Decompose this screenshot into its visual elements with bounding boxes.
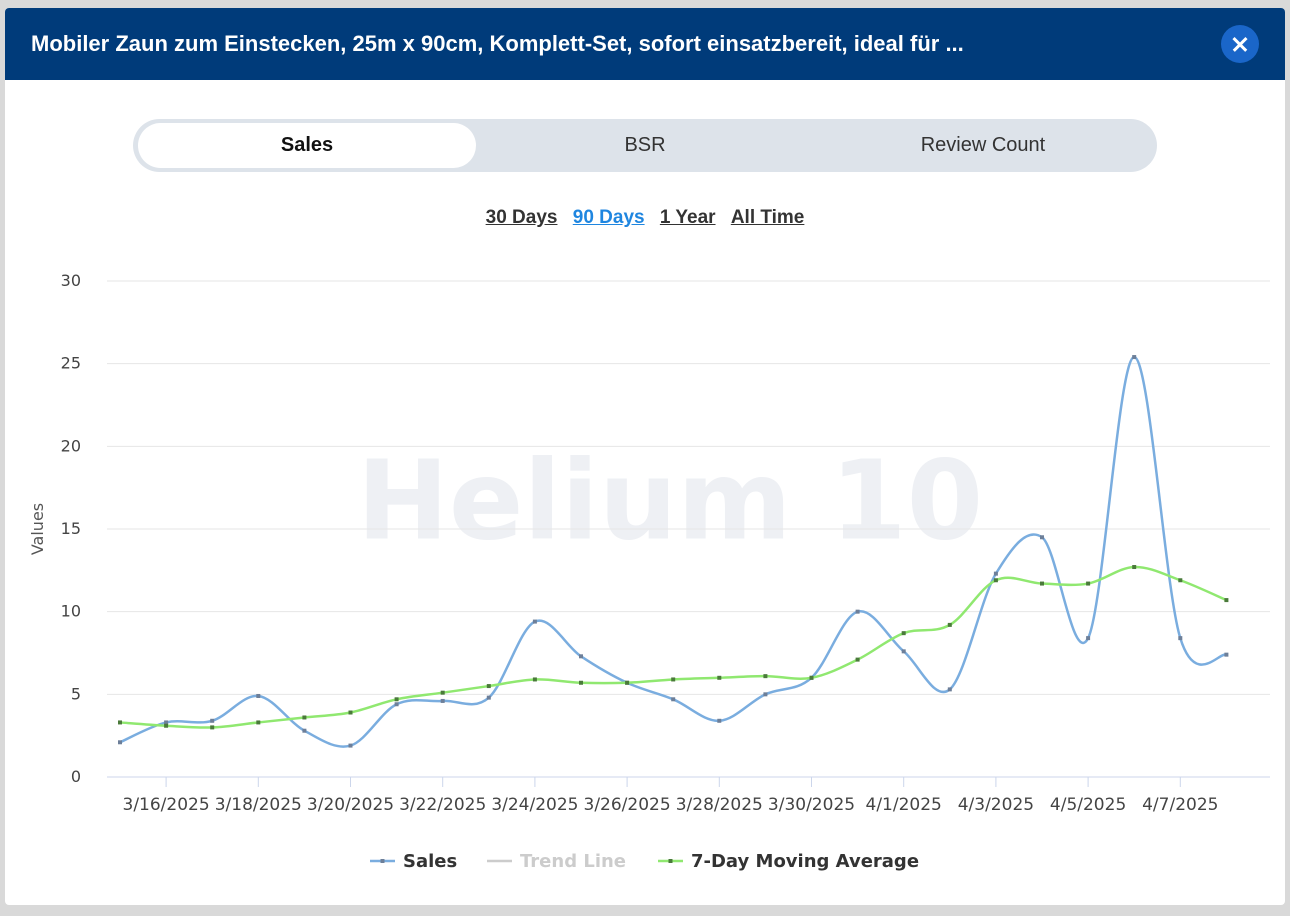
- x-tick-label: 4/7/2025: [1142, 795, 1218, 815]
- legend-marker: [380, 859, 385, 863]
- legend-label: 7-Day Moving Average: [691, 851, 919, 872]
- y-tick-label: 15: [61, 519, 81, 538]
- x-tick-label: 3/24/2025: [491, 795, 578, 815]
- watermark: Helium 10: [357, 436, 983, 564]
- x-tick-label: 4/5/2025: [1050, 795, 1126, 815]
- point-marker: [1132, 565, 1137, 570]
- tab[interactable]: BSR: [624, 134, 666, 156]
- legend-item[interactable]: 7-Day Moving Average: [658, 851, 919, 872]
- x-tick-label: 3/20/2025: [307, 795, 394, 815]
- x-tick-label: 3/16/2025: [123, 795, 210, 815]
- range-link[interactable]: 30 Days: [485, 207, 558, 228]
- point-marker: [579, 680, 583, 685]
- point-marker: [1178, 636, 1183, 641]
- y-axis-label: Values: [28, 503, 47, 555]
- point-marker: [901, 631, 906, 636]
- tab[interactable]: Review Count: [920, 134, 1046, 156]
- point-marker: [532, 677, 537, 682]
- point-marker: [394, 697, 399, 702]
- y-tick-label: 25: [61, 354, 81, 373]
- legend-item[interactable]: Trend Line: [487, 851, 626, 872]
- x-tick-label: 3/28/2025: [676, 795, 763, 815]
- point-marker: [486, 695, 491, 700]
- point-marker: [164, 720, 169, 725]
- point-marker: [118, 740, 122, 745]
- close-button[interactable]: [1221, 25, 1259, 63]
- modal-title: Mobiler Zaun zum Einstecken, 25m x 90cm,…: [31, 31, 964, 56]
- point-marker: [302, 728, 307, 733]
- point-marker: [671, 697, 676, 702]
- point-marker: [625, 680, 630, 685]
- point-marker: [118, 720, 122, 725]
- point-marker: [256, 693, 261, 698]
- y-tick-label: 10: [61, 602, 81, 621]
- range-link[interactable]: 1 Year: [659, 207, 716, 228]
- legend-item[interactable]: Sales: [370, 851, 457, 872]
- point-marker: [1086, 581, 1091, 586]
- x-tick-label: 3/22/2025: [399, 795, 486, 815]
- legend-label: Trend Line: [520, 851, 626, 872]
- x-tick-label: 3/30/2025: [768, 795, 855, 815]
- point-marker: [717, 675, 722, 680]
- series-line: [119, 355, 1227, 748]
- series-line: [119, 565, 1227, 729]
- point-marker: [579, 654, 583, 659]
- legend-label: Sales: [403, 851, 457, 872]
- point-marker: [947, 687, 952, 692]
- point-marker: [1040, 581, 1044, 586]
- point-marker: [394, 702, 399, 707]
- point-marker: [256, 720, 261, 725]
- point-marker: [1224, 652, 1229, 657]
- point-marker: [993, 578, 998, 583]
- point-marker: [348, 743, 353, 748]
- point-marker: [1040, 535, 1044, 540]
- point-marker: [440, 698, 445, 703]
- range-links: 30 Days 90 Days 1 Year All Time: [5, 207, 1285, 229]
- range-link[interactable]: 90 Days: [572, 207, 645, 228]
- point-marker: [164, 723, 169, 728]
- legend-marker: [668, 859, 673, 863]
- point-marker: [1178, 578, 1183, 583]
- x-tick-label: 3/26/2025: [584, 795, 671, 815]
- point-marker: [348, 710, 353, 715]
- point-marker: [1086, 636, 1091, 641]
- point-marker: [855, 609, 860, 614]
- tab-bar: Sales BSR Review Count: [133, 119, 1157, 172]
- modal: Mobiler Zaun zum Einstecken, 25m x 90cm,…: [5, 8, 1285, 905]
- point-marker: [901, 649, 906, 654]
- modal-header: Mobiler Zaun zum Einstecken, 25m x 90cm,…: [5, 8, 1285, 80]
- x-tick-label: 3/18/2025: [215, 795, 302, 815]
- point-marker: [210, 718, 215, 723]
- range-link[interactable]: All Time: [730, 207, 805, 228]
- point-marker: [1224, 598, 1229, 603]
- y-tick-label: 30: [61, 271, 81, 290]
- point-marker: [947, 622, 952, 627]
- point-marker: [993, 571, 998, 576]
- point-marker: [302, 715, 307, 720]
- y-tick-label: 5: [71, 684, 81, 703]
- x-tick-label: 4/1/2025: [866, 795, 942, 815]
- point-marker: [532, 619, 537, 624]
- x-tick-label: 4/3/2025: [958, 795, 1034, 815]
- point-marker: [1132, 355, 1137, 360]
- point-marker: [671, 677, 676, 682]
- point-marker: [763, 692, 768, 697]
- point-marker: [763, 674, 768, 679]
- y-tick-label: 0: [71, 767, 81, 786]
- point-marker: [855, 657, 860, 662]
- point-marker: [486, 684, 491, 689]
- point-marker: [440, 690, 445, 695]
- point-marker: [717, 718, 722, 723]
- point-marker: [210, 725, 215, 730]
- point-marker: [809, 675, 814, 680]
- y-tick-label: 20: [61, 436, 81, 455]
- tab[interactable]: Sales: [138, 123, 476, 168]
